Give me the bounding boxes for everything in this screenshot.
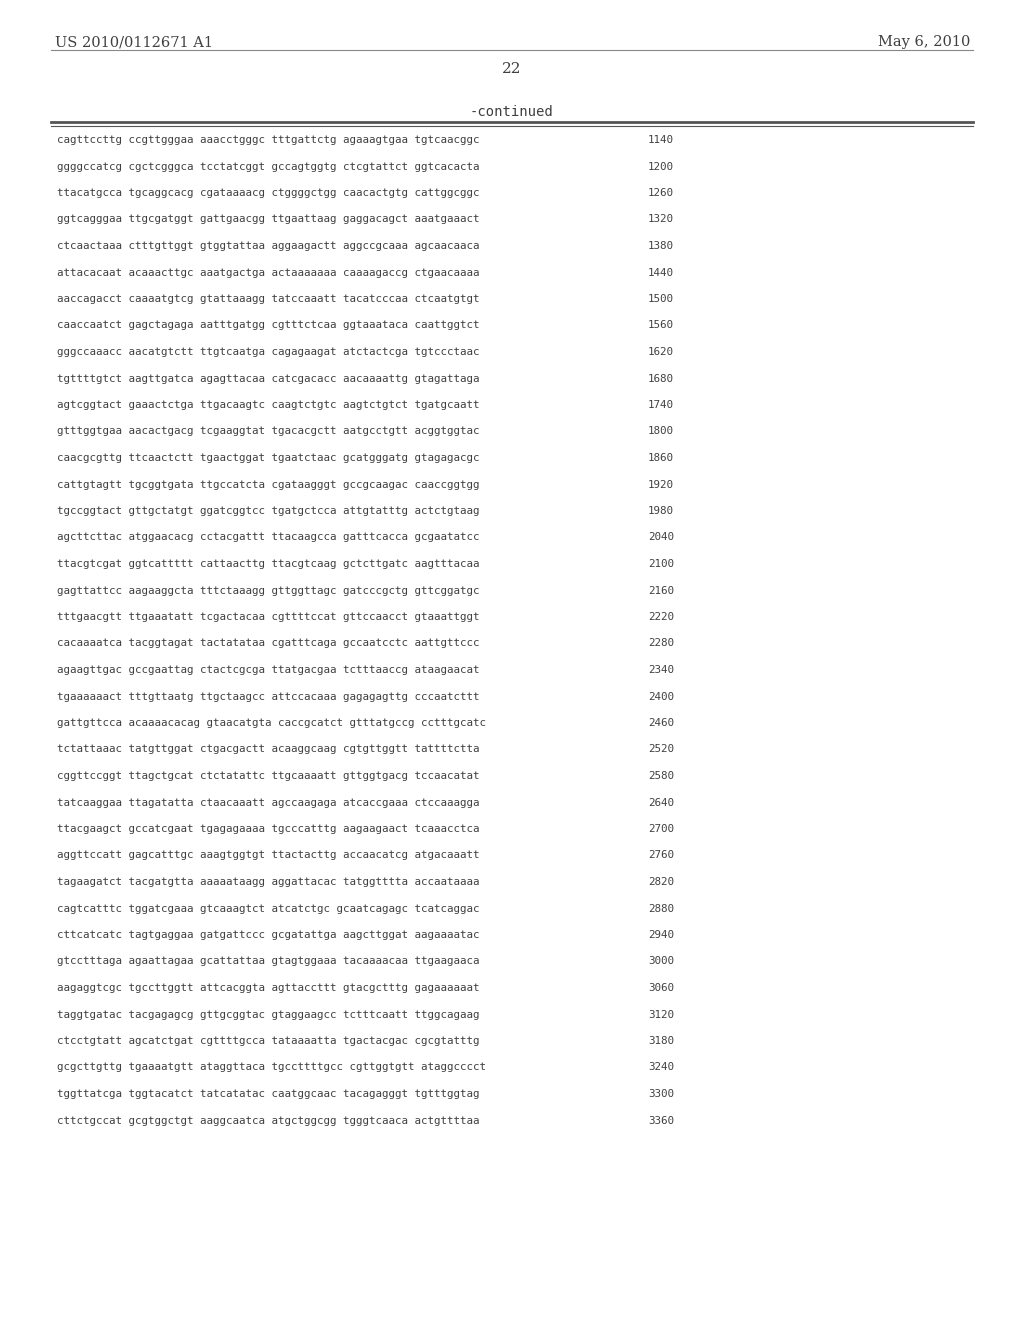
- Text: tatcaaggaa ttagatatta ctaacaaatt agccaagaga atcaccgaaa ctccaaagga: tatcaaggaa ttagatatta ctaacaaatt agccaag…: [57, 797, 479, 808]
- Text: May 6, 2010: May 6, 2010: [878, 36, 970, 49]
- Text: 2040: 2040: [648, 532, 674, 543]
- Text: 1560: 1560: [648, 321, 674, 330]
- Text: 3360: 3360: [648, 1115, 674, 1126]
- Text: 2880: 2880: [648, 903, 674, 913]
- Text: 1860: 1860: [648, 453, 674, 463]
- Text: ggggccatcg cgctcgggca tcctatcggt gccagtggtg ctcgtattct ggtcacacta: ggggccatcg cgctcgggca tcctatcggt gccagtg…: [57, 161, 479, 172]
- Text: cggttccggt ttagctgcat ctctatattc ttgcaaaatt gttggtgacg tccaacatat: cggttccggt ttagctgcat ctctatattc ttgcaaa…: [57, 771, 479, 781]
- Text: agaagttgac gccgaattag ctactcgcga ttatgacgaa tctttaaccg ataagaacat: agaagttgac gccgaattag ctactcgcga ttatgac…: [57, 665, 479, 675]
- Text: 3060: 3060: [648, 983, 674, 993]
- Text: tgttttgtct aagttgatca agagttacaa catcgacacc aacaaaattg gtagattaga: tgttttgtct aagttgatca agagttacaa catcgac…: [57, 374, 479, 384]
- Text: ttacatgcca tgcaggcacg cgataaaacg ctggggctgg caacactgtg cattggcggc: ttacatgcca tgcaggcacg cgataaaacg ctggggc…: [57, 187, 479, 198]
- Text: tggttatcga tggtacatct tatcatatac caatggcaac tacagagggt tgtttggtag: tggttatcga tggtacatct tatcatatac caatggc…: [57, 1089, 479, 1100]
- Text: cagtcatttc tggatcgaaa gtcaaagtct atcatctgc gcaatcagagc tcatcaggac: cagtcatttc tggatcgaaa gtcaaagtct atcatct…: [57, 903, 479, 913]
- Text: 2520: 2520: [648, 744, 674, 755]
- Text: 2640: 2640: [648, 797, 674, 808]
- Text: gggccaaacc aacatgtctt ttgtcaatga cagagaagat atctactcga tgtccctaac: gggccaaacc aacatgtctt ttgtcaatga cagagaa…: [57, 347, 479, 356]
- Text: 3300: 3300: [648, 1089, 674, 1100]
- Text: aggttccatt gagcatttgc aaagtggtgt ttactacttg accaacatcg atgacaaatt: aggttccatt gagcatttgc aaagtggtgt ttactac…: [57, 850, 479, 861]
- Text: cttcatcatc tagtgaggaa gatgattccc gcgatattga aagcttggat aagaaaatac: cttcatcatc tagtgaggaa gatgattccc gcgatat…: [57, 931, 479, 940]
- Text: 1500: 1500: [648, 294, 674, 304]
- Text: tgccggtact gttgctatgt ggatcggtcc tgatgctcca attgtatttg actctgtaag: tgccggtact gttgctatgt ggatcggtcc tgatgct…: [57, 506, 479, 516]
- Text: 3180: 3180: [648, 1036, 674, 1045]
- Text: gattgttcca acaaaacacag gtaacatgta caccgcatct gtttatgccg cctttgcatc: gattgttcca acaaaacacag gtaacatgta caccgc…: [57, 718, 486, 729]
- Text: -continued: -continued: [470, 106, 554, 119]
- Text: ctcaactaaa ctttgttggt gtggtattaa aggaagactt aggccgcaaa agcaacaaca: ctcaactaaa ctttgttggt gtggtattaa aggaaga…: [57, 242, 479, 251]
- Text: 1260: 1260: [648, 187, 674, 198]
- Text: aagaggtcgc tgccttggtt attcacggta agttaccttt gtacgctttg gagaaaaaat: aagaggtcgc tgccttggtt attcacggta agttacc…: [57, 983, 479, 993]
- Text: 1920: 1920: [648, 479, 674, 490]
- Text: 2220: 2220: [648, 612, 674, 622]
- Text: 2460: 2460: [648, 718, 674, 729]
- Text: tctattaaac tatgttggat ctgacgactt acaaggcaag cgtgttggtt tattttctta: tctattaaac tatgttggat ctgacgactt acaaggc…: [57, 744, 479, 755]
- Text: agcttcttac atggaacacg cctacgattt ttacaagcca gatttcacca gcgaatatcc: agcttcttac atggaacacg cctacgattt ttacaag…: [57, 532, 479, 543]
- Text: 2340: 2340: [648, 665, 674, 675]
- Text: 1620: 1620: [648, 347, 674, 356]
- Text: gtttggtgaa aacactgacg tcgaaggtat tgacacgctt aatgcctgtt acggtggtac: gtttggtgaa aacactgacg tcgaaggtat tgacacg…: [57, 426, 479, 437]
- Text: 2760: 2760: [648, 850, 674, 861]
- Text: attacacaat acaaacttgc aaatgactga actaaaaaaa caaaagaccg ctgaacaaaa: attacacaat acaaacttgc aaatgactga actaaaa…: [57, 268, 479, 277]
- Text: 1440: 1440: [648, 268, 674, 277]
- Text: gcgcttgttg tgaaaatgtt ataggttaca tgccttttgcc cgttggtgtt ataggcccct: gcgcttgttg tgaaaatgtt ataggttaca tgccttt…: [57, 1063, 486, 1072]
- Text: 1320: 1320: [648, 214, 674, 224]
- Text: 1380: 1380: [648, 242, 674, 251]
- Text: 2280: 2280: [648, 639, 674, 648]
- Text: agtcggtact gaaactctga ttgacaagtc caagtctgtc aagtctgtct tgatgcaatt: agtcggtact gaaactctga ttgacaagtc caagtct…: [57, 400, 479, 411]
- Text: 2940: 2940: [648, 931, 674, 940]
- Text: 3000: 3000: [648, 957, 674, 966]
- Text: gagttattcc aagaaggcta tttctaaagg gttggttagc gatcccgctg gttcggatgc: gagttattcc aagaaggcta tttctaaagg gttggtt…: [57, 586, 479, 595]
- Text: 1980: 1980: [648, 506, 674, 516]
- Text: caacgcgttg ttcaactctt tgaactggat tgaatctaac gcatgggatg gtagagacgc: caacgcgttg ttcaactctt tgaactggat tgaatct…: [57, 453, 479, 463]
- Text: 2700: 2700: [648, 824, 674, 834]
- Text: 2400: 2400: [648, 692, 674, 701]
- Text: caaccaatct gagctagaga aatttgatgg cgtttctcaa ggtaaataca caattggtct: caaccaatct gagctagaga aatttgatgg cgtttct…: [57, 321, 479, 330]
- Text: 22: 22: [502, 62, 522, 77]
- Text: taggtgatac tacgagagcg gttgcggtac gtaggaagcc tctttcaatt ttggcagaag: taggtgatac tacgagagcg gttgcggtac gtaggaa…: [57, 1010, 479, 1019]
- Text: cagttccttg ccgttgggaa aaacctgggc tttgattctg agaaagtgaa tgtcaacggc: cagttccttg ccgttgggaa aaacctgggc tttgatt…: [57, 135, 479, 145]
- Text: gtcctttaga agaattagaa gcattattaa gtagtggaaa tacaaaacaa ttgaagaaca: gtcctttaga agaattagaa gcattattaa gtagtgg…: [57, 957, 479, 966]
- Text: 2100: 2100: [648, 558, 674, 569]
- Text: cttctgccat gcgtggctgt aaggcaatca atgctggcgg tgggtcaaca actgttttaa: cttctgccat gcgtggctgt aaggcaatca atgctgg…: [57, 1115, 479, 1126]
- Text: ggtcagggaa ttgcgatggt gattgaacgg ttgaattaag gaggacagct aaatgaaact: ggtcagggaa ttgcgatggt gattgaacgg ttgaatt…: [57, 214, 479, 224]
- Text: aaccagacct caaaatgtcg gtattaaagg tatccaaatt tacatcccaa ctcaatgtgt: aaccagacct caaaatgtcg gtattaaagg tatccaa…: [57, 294, 479, 304]
- Text: 3120: 3120: [648, 1010, 674, 1019]
- Text: tttgaacgtt ttgaaatatt tcgactacaa cgttttccat gttccaacct gtaaattggt: tttgaacgtt ttgaaatatt tcgactacaa cgttttc…: [57, 612, 479, 622]
- Text: 1200: 1200: [648, 161, 674, 172]
- Text: 1680: 1680: [648, 374, 674, 384]
- Text: 2580: 2580: [648, 771, 674, 781]
- Text: 3240: 3240: [648, 1063, 674, 1072]
- Text: cacaaaatca tacggtagat tactatataa cgatttcaga gccaatcctc aattgttccc: cacaaaatca tacggtagat tactatataa cgatttc…: [57, 639, 479, 648]
- Text: ttacgtcgat ggtcattttt cattaacttg ttacgtcaag gctcttgatc aagtttacaa: ttacgtcgat ggtcattttt cattaacttg ttacgtc…: [57, 558, 479, 569]
- Text: US 2010/0112671 A1: US 2010/0112671 A1: [55, 36, 213, 49]
- Text: cattgtagtt tgcggtgata ttgccatcta cgataagggt gccgcaagac caaccggtgg: cattgtagtt tgcggtgata ttgccatcta cgataag…: [57, 479, 479, 490]
- Text: 1740: 1740: [648, 400, 674, 411]
- Text: 1800: 1800: [648, 426, 674, 437]
- Text: 2820: 2820: [648, 876, 674, 887]
- Text: tgaaaaaact tttgttaatg ttgctaagcc attccacaaa gagagagttg cccaatcttt: tgaaaaaact tttgttaatg ttgctaagcc attccac…: [57, 692, 479, 701]
- Text: 2160: 2160: [648, 586, 674, 595]
- Text: ctcctgtatt agcatctgat cgttttgcca tataaaatta tgactacgac cgcgtatttg: ctcctgtatt agcatctgat cgttttgcca tataaaa…: [57, 1036, 479, 1045]
- Text: ttacgaagct gccatcgaat tgagagaaaa tgcccatttg aagaagaact tcaaacctca: ttacgaagct gccatcgaat tgagagaaaa tgcccat…: [57, 824, 479, 834]
- Text: tagaagatct tacgatgtta aaaaataagg aggattacac tatggtttta accaataaaa: tagaagatct tacgatgtta aaaaataagg aggatta…: [57, 876, 479, 887]
- Text: 1140: 1140: [648, 135, 674, 145]
